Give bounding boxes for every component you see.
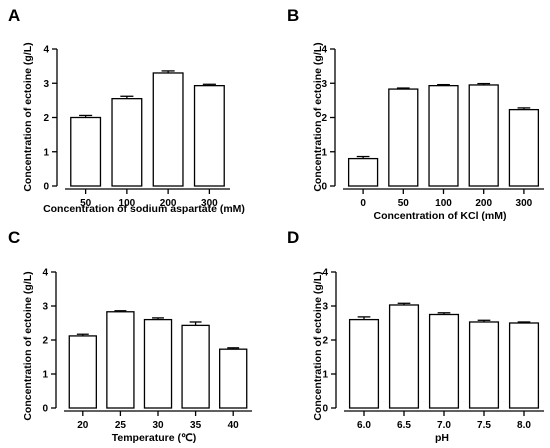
y-tick-label: 2 [321, 113, 327, 124]
panel-a: A Concentration of ectoine (g/L) Concent… [8, 6, 245, 215]
y-axis-title: Concentration of ectoine (g/L) [22, 271, 34, 420]
bar [508, 322, 540, 409]
bar [468, 321, 500, 409]
y-tick-label: 0 [42, 404, 48, 415]
bar [70, 116, 102, 187]
bar [193, 84, 225, 187]
bars [70, 70, 225, 187]
y-tick-label: 1 [321, 147, 327, 158]
panel-letter: A [8, 6, 20, 25]
bar [508, 108, 540, 187]
y-tick-label: 4 [42, 268, 48, 279]
y-axis-title: Concentration of ectoine (g/L) [22, 42, 34, 191]
y-tick-label: 3 [321, 79, 327, 90]
panel-b: B Concentration of ectoine (g/L) Concent… [287, 6, 544, 222]
x-tick-label: 100 [119, 198, 136, 209]
x-tick-label: 40 [228, 420, 240, 431]
x-axis-title: Concentration of sodium aspartate (mM) [43, 203, 245, 215]
x-axis-title: pH [435, 432, 449, 444]
bar [468, 84, 499, 187]
axes: 0 1 2 3 4 50 100 200 300 [43, 45, 230, 209]
x-tick-label: 30 [152, 420, 164, 431]
y-tick-label: 4 [43, 45, 49, 56]
x-tick-label: 50 [398, 198, 410, 209]
y-tick-label: 1 [42, 370, 48, 381]
panel-letter: C [8, 228, 20, 247]
y-tick-label: 1 [322, 370, 328, 381]
x-tick-label: 6.5 [397, 420, 411, 431]
bar [219, 348, 248, 409]
y-axis-title: Concentration of ectoine (g/L) [312, 42, 324, 191]
x-tick-label: 7.5 [477, 420, 491, 431]
bar [388, 88, 419, 187]
x-tick-label: 100 [435, 198, 452, 209]
x-tick-label: 25 [115, 420, 127, 431]
x-tick-label: 300 [201, 198, 218, 209]
x-tick-label: 200 [475, 198, 492, 209]
panel-letter: D [287, 228, 299, 247]
y-tick-label: 2 [43, 113, 49, 124]
panel-d: D Concentration of ectoine (g/L) pH 0 1 2 3… [287, 228, 544, 444]
x-tick-label: 0 [360, 198, 366, 209]
axes: 0 1 2 3 4 6.0 6.5 7.0 7.5 8.0 [322, 268, 544, 431]
bar [388, 304, 420, 409]
bar [152, 72, 184, 187]
y-tick-label: 0 [43, 182, 49, 193]
x-tick-label: 20 [77, 420, 89, 431]
bar [143, 318, 173, 409]
bar [111, 98, 143, 187]
y-axis-title: Concentration of ectoine (g/L) [312, 271, 324, 420]
bar [428, 313, 460, 409]
x-tick-label: 300 [516, 198, 533, 209]
y-tick-label: 1 [43, 147, 49, 158]
bars [347, 82, 540, 187]
bar [68, 335, 97, 409]
panel-letter: B [287, 6, 299, 25]
bars [68, 310, 248, 409]
x-axis-title: Concentration of KCl (mM) [374, 210, 507, 222]
bar [428, 84, 459, 187]
axes: 0 1 2 3 4 20 25 30 35 40 [42, 268, 252, 431]
y-tick-label: 3 [322, 302, 328, 313]
bar [106, 311, 135, 409]
bars [348, 302, 540, 409]
y-tick-label: 0 [321, 182, 327, 193]
y-tick-label: 3 [42, 302, 48, 313]
panel-c: C Concentration of ectoine (g/L) Tempera… [8, 228, 252, 444]
x-tick-label: 7.0 [437, 420, 451, 431]
x-tick-label: 6.0 [357, 420, 371, 431]
y-tick-label: 4 [322, 268, 328, 279]
bar [348, 318, 380, 409]
y-tick-label: 0 [322, 404, 328, 415]
x-tick-label: 35 [190, 420, 202, 431]
bar [181, 324, 210, 409]
x-tick-label: 50 [80, 198, 92, 209]
y-tick-label: 2 [42, 336, 48, 347]
y-tick-label: 3 [43, 79, 49, 90]
bar [347, 157, 379, 187]
x-axis-title: Temperature (℃) [112, 432, 197, 444]
axes: 0 1 2 3 4 0 50 100 200 300 [321, 45, 544, 209]
x-tick-label: 200 [160, 198, 177, 209]
y-tick-label: 2 [322, 336, 328, 347]
y-tick-label: 4 [321, 45, 327, 56]
x-tick-label: 8.0 [517, 420, 531, 431]
